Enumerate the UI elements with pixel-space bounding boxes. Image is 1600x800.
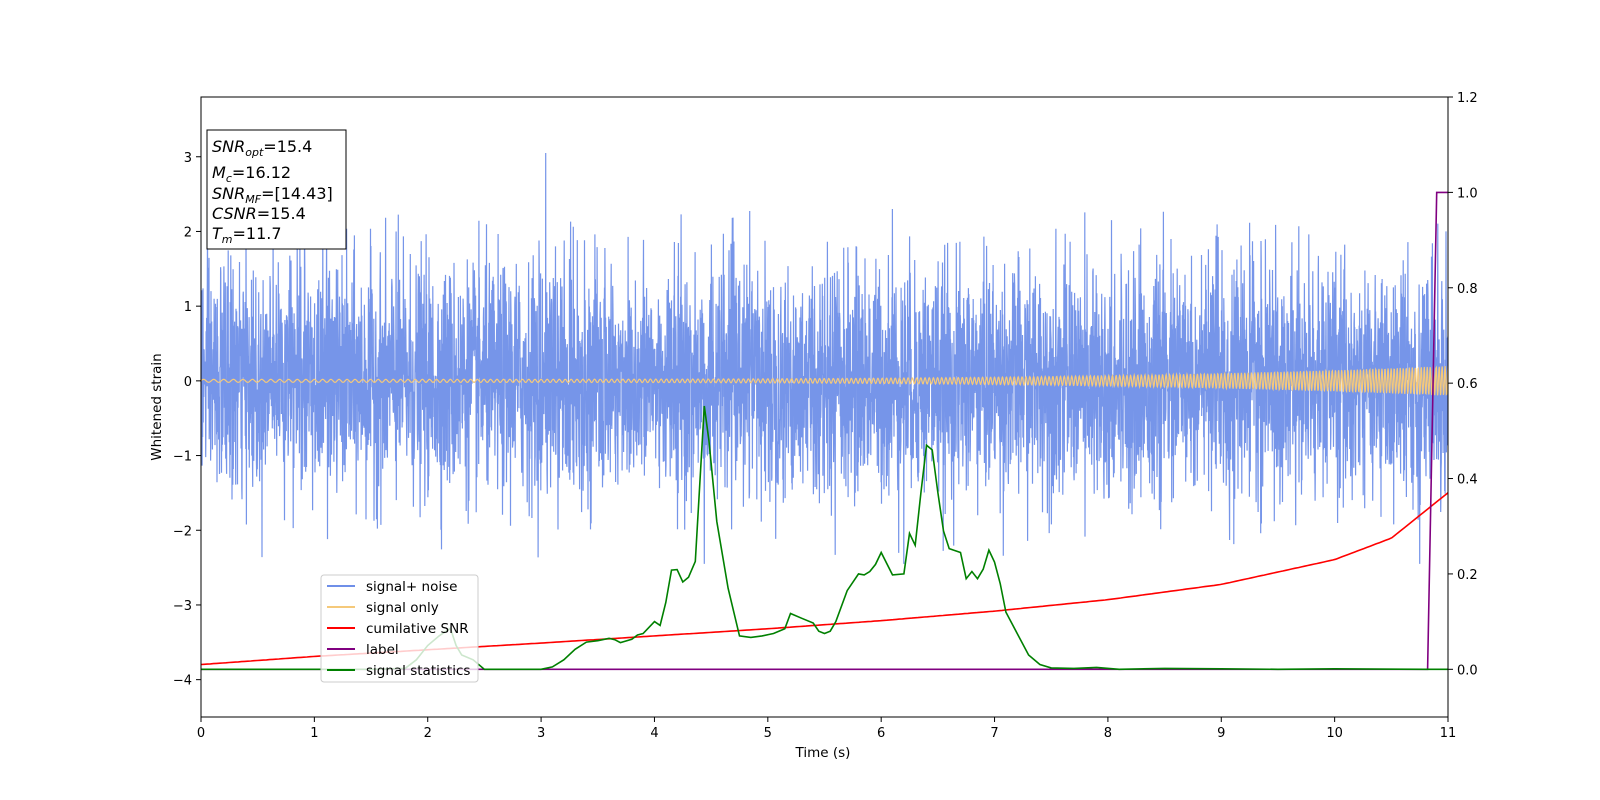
x-tick-label: 5: [764, 726, 772, 741]
x-tick-label: 11: [1440, 726, 1457, 741]
x-axis: 0 1 2 3 4 5 6 7 8 9 10 11: [197, 717, 1456, 741]
info-snr-opt: SNRopt=15.4: [212, 137, 312, 159]
x-tick-label: 1: [310, 726, 318, 741]
legend-label: signal+ noise: [366, 579, 457, 595]
series-signal-only-line: [201, 365, 1448, 396]
legend: signal+ noise signal only cumilative SNR…: [320, 574, 479, 683]
info-box-frame: [206, 129, 347, 250]
y-tick-label-right: 1.2: [1457, 91, 1478, 106]
legend-frame: [320, 574, 479, 683]
x-axis-title: Time (s): [795, 745, 851, 761]
y-tick-label-left: 2: [184, 225, 192, 240]
y-tick-label-left: −3: [173, 599, 192, 614]
y-tick-label-right: 1.0: [1457, 186, 1478, 201]
plot-frame: [200, 96, 1449, 718]
y-axis-left: 3 2 1 0 −1 −2 −3 −4: [173, 151, 201, 689]
series-signal-statistics-line: [201, 405, 1448, 671]
y-tick-label-left: 1: [184, 300, 192, 315]
x-tick-label: 2: [424, 726, 432, 741]
legend-label: label: [366, 642, 399, 658]
legend-item-label: label: [327, 642, 399, 658]
y-tick-label-left: 0: [184, 375, 192, 390]
legend-item-cumulative-snr: cumilative SNR: [327, 621, 469, 637]
info-csnr: CSNR=15.4: [212, 204, 306, 223]
x-tick-label: 6: [877, 726, 885, 741]
series-signal-noise-line: [201, 152, 1448, 564]
legend-item-signal-statistics: signal statistics: [327, 663, 470, 679]
y-axis-right: 1.2 1.0 0.8 0.6 0.4 0.2 0.0: [1448, 91, 1478, 678]
info-snr-mf: SNRMF=[14.43]: [212, 184, 333, 206]
y-tick-label-left: 3: [184, 151, 192, 166]
legend-label: signal statistics: [366, 663, 470, 679]
x-tick-label: 10: [1326, 726, 1343, 741]
y-tick-label-left: −2: [173, 524, 192, 539]
x-tick-label: 3: [537, 726, 545, 741]
y-tick-label-right: 0.0: [1457, 663, 1478, 678]
y-tick-label-left: −4: [173, 674, 192, 689]
x-tick-label: 4: [650, 726, 658, 741]
y-tick-label-right: 0.4: [1457, 473, 1478, 488]
x-tick-label: 0: [197, 726, 205, 741]
y-tick-label-right: 0.8: [1457, 282, 1478, 297]
y-tick-label-right: 0.2: [1457, 568, 1478, 583]
legend-item-signal-noise: signal+ noise: [327, 579, 457, 595]
info-box: SNRopt=15.4 Mc=16.12 SNRMF=[14.43] CSNR=…: [206, 129, 347, 250]
y-tick-label-right: 0.6: [1457, 377, 1478, 392]
x-tick-label: 8: [1104, 726, 1112, 741]
info-mc: Mc=16.12: [212, 163, 291, 185]
y-tick-label-left: −1: [173, 450, 192, 465]
series-label-line: [201, 191, 1448, 671]
legend-label: cumilative SNR: [366, 621, 469, 637]
x-tick-label: 9: [1217, 726, 1225, 741]
info-tm: Tm=11.7: [212, 224, 282, 246]
y-axis-title: Whitened strain: [149, 353, 165, 460]
legend-item-signal-only: signal only: [327, 600, 439, 616]
legend-label: signal only: [366, 600, 439, 616]
x-tick-label: 7: [990, 726, 998, 741]
